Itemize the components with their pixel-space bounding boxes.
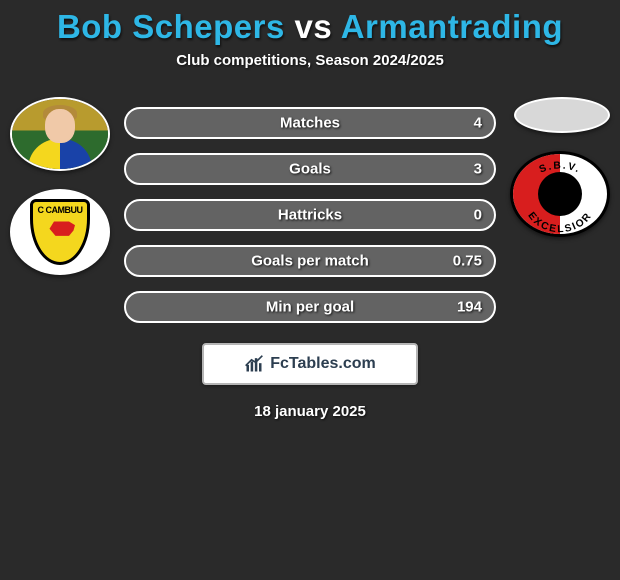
stat-row: Matches 4: [124, 107, 496, 139]
player2-name: Armantrading: [341, 8, 563, 45]
stat-label: Goals per match: [251, 253, 369, 270]
stat-label: Hattricks: [278, 207, 342, 224]
stat-right-value: 0.75: [453, 253, 482, 270]
right-column: S.B.V. EXCELSIOR: [496, 97, 614, 237]
chart-icon: [244, 354, 264, 374]
player1-club-badge: C CAMBUU: [10, 189, 110, 275]
player2-club-badge: S.B.V. EXCELSIOR: [510, 151, 610, 237]
comparison-card: Bob Schepers vs Armantrading Club compet…: [0, 0, 620, 440]
page-title: Bob Schepers vs Armantrading: [0, 8, 620, 46]
stats-column: Matches 4 Goals 3 Hattricks 0 Goals per …: [124, 97, 496, 323]
stat-row: Min per goal 194: [124, 291, 496, 323]
left-column: C CAMBUU: [6, 97, 124, 275]
player2-photo: [514, 97, 610, 133]
subtitle: Club competitions, Season 2024/2025: [0, 52, 620, 69]
player1-name: Bob Schepers: [57, 8, 285, 45]
branding-badge: FcTables.com: [202, 343, 418, 385]
stat-label: Goals: [289, 161, 331, 178]
branding-text: FcTables.com: [270, 355, 376, 373]
stat-right-value: 0: [474, 207, 482, 224]
stat-right-value: 194: [457, 299, 482, 316]
main-row: C CAMBUU Matches 4 Goals 3 Hattricks 0: [0, 97, 620, 323]
vs-text: vs: [295, 8, 333, 45]
stat-row: Goals 3: [124, 153, 496, 185]
badge1-text: C CAMBUU: [38, 205, 83, 215]
stat-right-value: 4: [474, 115, 482, 132]
stat-right-value: 3: [474, 161, 482, 178]
player1-photo: [10, 97, 110, 171]
stat-label: Min per goal: [266, 299, 354, 316]
date: 18 january 2025: [0, 403, 620, 420]
stat-label: Matches: [280, 115, 340, 132]
stat-row: Goals per match 0.75: [124, 245, 496, 277]
stat-row: Hattricks 0: [124, 199, 496, 231]
